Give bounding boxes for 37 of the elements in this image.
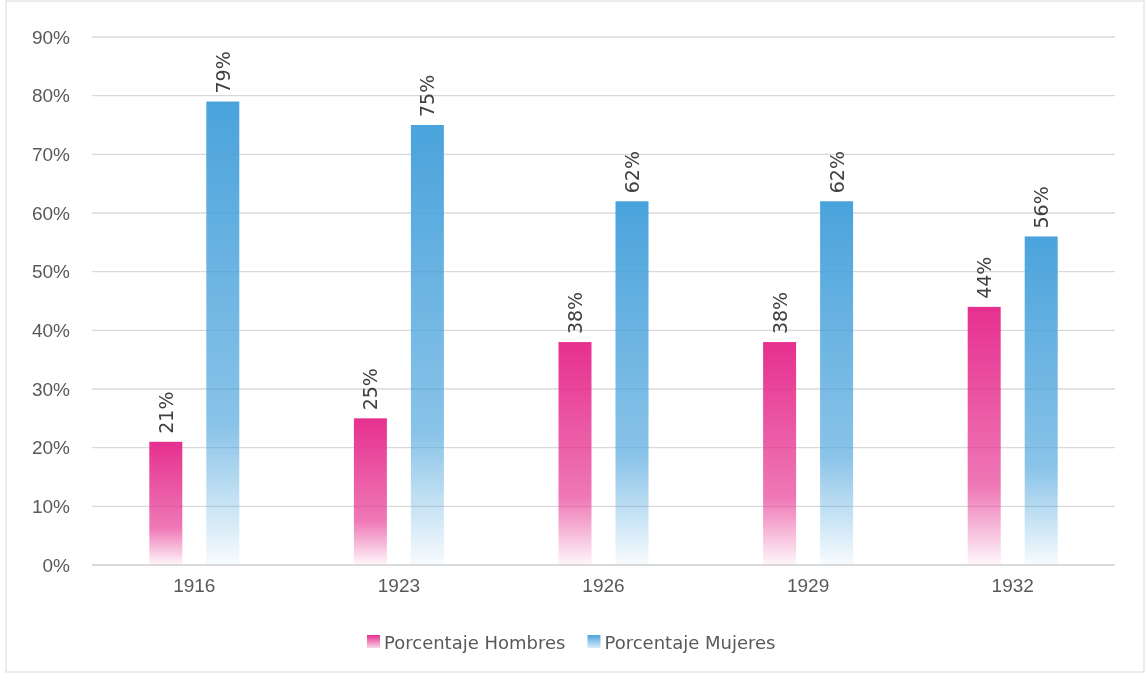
data-label: 38% (768, 291, 791, 335)
y-tick-label: 0% (42, 554, 71, 576)
bar (967, 306, 1001, 565)
x-tick-label: 1923 (377, 575, 421, 597)
data-label: 25% (359, 368, 382, 411)
legend-label: Porcentaje Hombres (384, 632, 566, 654)
data-label: 21% (154, 391, 177, 434)
x-tick-label: 1932 (991, 575, 1034, 597)
bar (149, 441, 183, 565)
bar (1024, 236, 1058, 565)
data-label: 75% (416, 74, 439, 117)
bar (410, 125, 444, 565)
data-label: 62% (621, 151, 643, 194)
bar (558, 342, 592, 565)
y-tick-label: 60% (31, 202, 71, 224)
y-tick-label: 10% (31, 495, 71, 517)
y-tick-label: 90% (31, 26, 71, 48)
legend-label: Porcentaje Mujeres (604, 632, 776, 654)
y-tick-label: 70% (31, 143, 71, 165)
bar (615, 201, 649, 565)
bar (206, 101, 240, 565)
data-label: 79% (211, 51, 234, 94)
data-label: 62% (825, 151, 848, 194)
data-label: 56% (1030, 186, 1053, 229)
y-tick-label: 20% (31, 437, 71, 459)
y-tick-label: 80% (31, 85, 71, 107)
y-tick-label: 40% (31, 319, 71, 341)
bar (353, 418, 387, 565)
bar (820, 201, 854, 565)
x-tick-label: 1926 (582, 575, 625, 597)
data-label: 44% (973, 256, 996, 299)
y-tick-label: 30% (31, 378, 71, 400)
y-tick-label: 50% (31, 261, 71, 283)
x-tick-label: 1929 (786, 575, 830, 597)
x-tick-label: 1916 (173, 575, 216, 597)
bar (763, 342, 797, 565)
data-label: 38% (564, 291, 586, 335)
